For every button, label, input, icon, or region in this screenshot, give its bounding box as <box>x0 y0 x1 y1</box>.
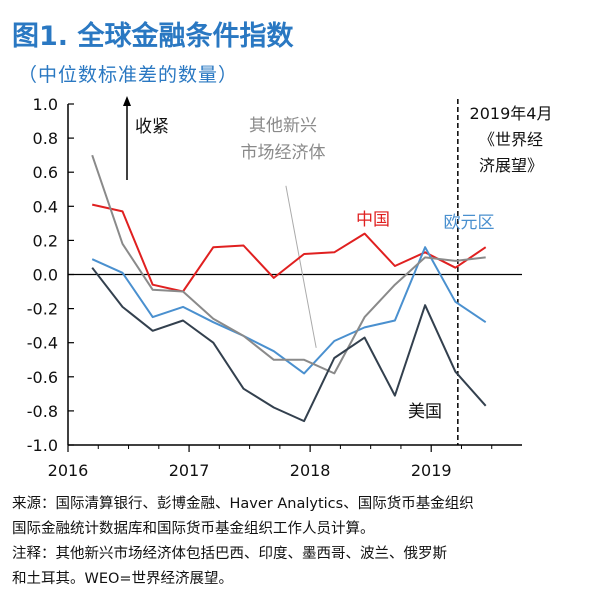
tightening-arrow-head <box>123 96 131 106</box>
x-tick-label: 2016 <box>48 461 89 480</box>
x-tick-label: 2019 <box>411 461 452 480</box>
y-tick-label: -0.6 <box>27 368 58 387</box>
y-tick-label: 1.0 <box>33 95 58 114</box>
us-label: 美国 <box>408 402 442 422</box>
x-tick-label: 2017 <box>169 461 210 480</box>
y-tick-label: 0.2 <box>33 231 58 250</box>
series-line <box>91 154 486 375</box>
china-label: 中国 <box>356 210 390 230</box>
source-line-2: 国际金融统计数据库和国际货币基金组织工作人员计算。 <box>12 521 375 537</box>
series-line <box>91 267 487 423</box>
y-tick-label: 0.0 <box>33 266 58 285</box>
chart-title: 图1. 全球金融条件指数 <box>12 21 294 52</box>
y-tick-label: -1.0 <box>27 436 58 455</box>
weo-label-line2: 《世界经 <box>479 130 543 149</box>
tightening-label: 收紧 <box>135 117 169 137</box>
euro-area-label: 欧元区 <box>444 213 495 233</box>
y-tick-label: -0.8 <box>27 402 58 421</box>
source-line-1: 来源：国际清算银行、彭博金融、Haver Analytics、国际货币基金组织 <box>12 496 474 512</box>
note-line-2: 和土耳其。WEO=世界经济展望。 <box>12 571 234 587</box>
series-line <box>91 203 487 293</box>
chart-subtitle: （中位数标准差的数量） <box>18 64 239 86</box>
other-em-label-line1: 其他新兴 <box>249 116 317 136</box>
y-tick-label: 0.8 <box>33 129 58 148</box>
y-tick-label: -0.4 <box>27 334 58 353</box>
series-line <box>91 246 487 375</box>
y-tick-label: -0.2 <box>27 300 58 319</box>
x-tick-label: 2018 <box>290 461 331 480</box>
y-tick-label: 0.6 <box>33 163 58 182</box>
weo-label-line3: 济展望》 <box>479 156 543 175</box>
y-tick-label: 0.4 <box>33 197 58 216</box>
chart-notes: 来源：国际清算银行、彭博金融、Haver Analytics、国际货币基金组织 … <box>12 492 592 592</box>
chart-area: 1.0 0.8 0.6 0.4 0.2 0.0 -0.2 -0.4 -0.6 -0.8 -1.0 20… <box>27 95 553 480</box>
note-line-1: 注释：其他新兴市场经济体包括巴西、印度、墨西哥、波兰、俄罗斯 <box>12 546 447 562</box>
other-em-pointer-line <box>285 185 317 348</box>
other-em-label-line2: 市场经济体 <box>241 143 326 163</box>
weo-label-line1: 2019年4月 <box>470 104 553 123</box>
